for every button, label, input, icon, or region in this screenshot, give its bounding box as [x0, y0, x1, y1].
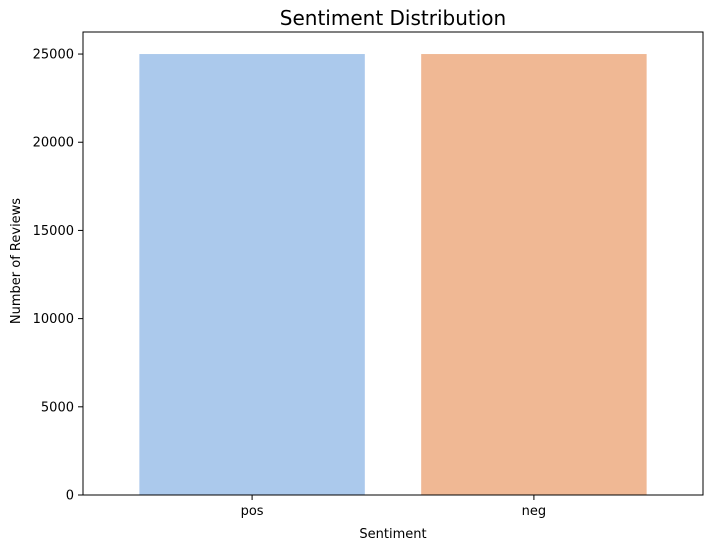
y-axis-label: Number of Reviews: [9, 198, 24, 324]
y-tick-label: 15000: [33, 224, 74, 239]
y-tick-label: 0: [66, 489, 74, 504]
x-tick-label: pos: [241, 504, 264, 519]
plot-frame: [82, 31, 704, 496]
chart-title: Sentiment Distribution: [280, 6, 506, 30]
bars-layer: [139, 54, 647, 496]
x-tick-label: neg: [522, 504, 547, 519]
y-tick-label: 5000: [41, 400, 74, 415]
bar-pos: [139, 54, 365, 496]
y-tick-label: 20000: [33, 136, 74, 151]
x-axis-label: Sentiment: [359, 527, 426, 542]
y-tick-label: 10000: [33, 312, 74, 327]
bar-neg: [421, 54, 647, 496]
y-tick-label: 25000: [33, 48, 74, 63]
y-axis: 0 5000 10000 15000 20000 25000: [33, 48, 83, 504]
x-axis: pos neg: [241, 495, 547, 519]
